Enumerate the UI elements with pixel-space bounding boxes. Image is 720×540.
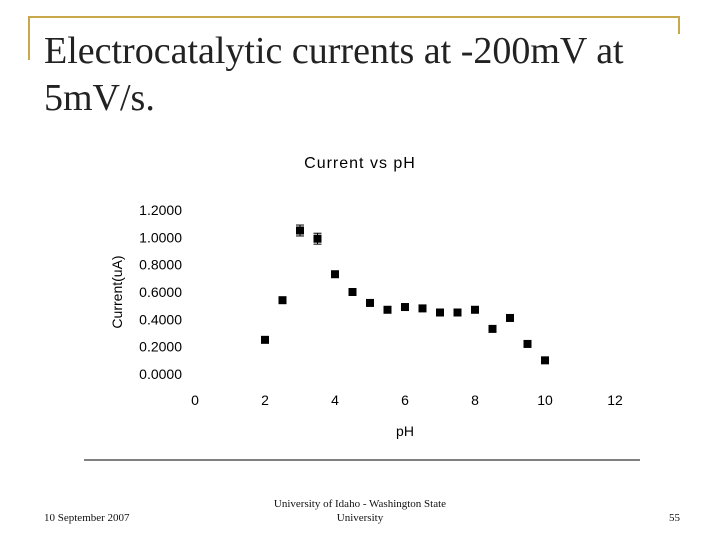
data-points	[261, 224, 549, 365]
data-point-marker	[506, 313, 514, 322]
y-axis-label: Current(uA)	[109, 255, 125, 328]
slide-title: Electrocatalytic currents at -200mV at 5…	[44, 28, 684, 122]
data-point-marker	[348, 288, 357, 296]
data-point	[278, 296, 287, 305]
y-tick-label: 0.0000	[139, 366, 182, 382]
decorative-border-right	[678, 16, 680, 34]
x-tick-label: 10	[537, 392, 553, 408]
data-point	[348, 288, 357, 296]
data-point-marker	[401, 303, 409, 312]
data-point-marker	[418, 304, 427, 313]
data-point-marker	[366, 298, 374, 307]
data-point	[541, 356, 549, 365]
x-axis-label: pH	[396, 423, 414, 439]
y-tick-label: 0.8000	[139, 257, 182, 273]
y-tick-label: 0.2000	[139, 339, 182, 355]
data-point-marker	[488, 324, 497, 333]
decorative-border-top	[28, 16, 680, 18]
chart-title: Current vs pH	[304, 155, 416, 172]
data-point	[418, 304, 427, 313]
x-tick-label: 2	[261, 392, 269, 408]
data-point	[296, 224, 304, 237]
data-point	[313, 232, 322, 245]
footer-institution-line-1: University of Idaho - Washington State	[273, 498, 447, 510]
data-point-marker	[523, 339, 532, 348]
y-tick-label: 0.4000	[139, 311, 182, 327]
x-tick-label: 6	[401, 392, 409, 408]
data-point-marker	[261, 335, 269, 344]
y-tick-label: 1.2000	[139, 202, 182, 218]
data-point	[366, 298, 374, 307]
decorative-border-left	[28, 16, 30, 60]
footer-institution-line-2: University	[336, 512, 384, 524]
x-axis-ticks: 0 2 4 6 8 10 12	[191, 392, 623, 408]
data-point	[383, 305, 392, 314]
data-point-marker	[541, 356, 549, 365]
y-axis-ticks: 0.0000 0.2000 0.4000 0.6000 0.8000 1.0000 1.20…	[139, 202, 182, 382]
y-tick-label: 1.0000	[139, 229, 182, 245]
slide-title-line-2: 5mV/s.	[44, 77, 155, 119]
data-point	[436, 308, 444, 317]
data-point-marker	[331, 270, 339, 279]
data-point-marker	[436, 308, 444, 317]
data-point	[453, 308, 462, 317]
data-point-marker	[383, 305, 392, 314]
x-tick-label: 8	[471, 392, 479, 408]
data-point	[331, 270, 339, 279]
x-tick-label: 0	[191, 392, 199, 408]
data-point-marker	[296, 226, 304, 235]
data-point-marker	[453, 308, 462, 317]
data-point	[523, 339, 532, 348]
data-point	[506, 313, 514, 322]
slide-title-line-1: Electrocatalytic currents at -200mV at	[44, 30, 624, 72]
data-point-marker	[278, 296, 287, 305]
page-number: 55	[669, 512, 680, 524]
data-point	[261, 335, 269, 344]
x-tick-label: 4	[331, 392, 339, 408]
data-point	[488, 324, 497, 333]
data-point	[401, 303, 409, 312]
y-tick-label: 0.6000	[139, 284, 182, 300]
x-tick-label: 12	[607, 392, 623, 408]
data-point	[471, 305, 479, 314]
footer-date: 10 September 2007	[44, 512, 130, 524]
footer-institution: University of Idaho - Washington State U…	[250, 497, 470, 525]
data-point-marker	[471, 305, 479, 314]
data-point-marker	[313, 234, 322, 243]
